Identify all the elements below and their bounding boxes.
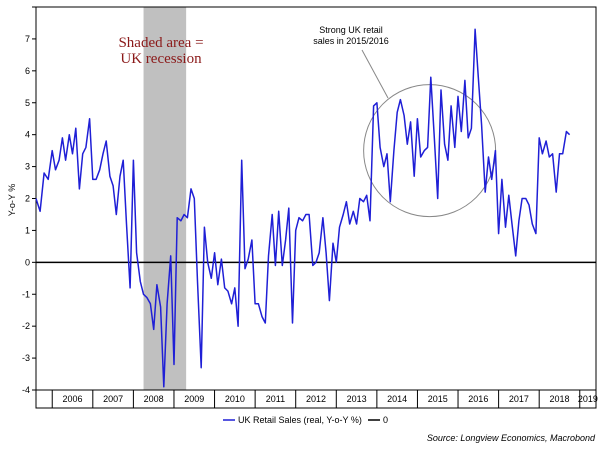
y-tick-label: -2 [22,321,30,331]
legend-label-zero: 0 [383,415,388,425]
plot-area: -4 -3 -2 -1 0 1 2 3 4 5 6 7 2006 2007 2008 2009 2010 2011… [22,6,598,409]
recession-annotation: Shaded area = UK recession [118,35,203,67]
recession-note-line2: UK recession [120,51,202,67]
callout-annotation: Strong UK retail sales in 2015/2016 [313,25,389,46]
x-tick-label: 2015 [428,394,448,404]
y-tick-label: -3 [22,353,30,363]
recession-shading [143,7,187,390]
callout-line1: Strong UK retail [319,25,383,35]
y-tick-label: -4 [22,385,30,395]
plot-frame [35,6,597,409]
callout-line2: sales in 2015/2016 [313,36,389,46]
source-note: Source: Longview Economics, Macrobond [427,433,596,443]
x-tick-label: 2019 [578,394,598,404]
y-axis-title: Y-o-Y % [7,184,17,217]
y-tick-label: 5 [25,98,30,108]
x-tick-label: 2018 [549,394,569,404]
x-tick-label: 2017 [509,394,529,404]
y-tick-label: 6 [25,66,30,76]
callout-pointer [361,49,389,99]
x-tick-label: 2008 [144,394,164,404]
x-tick-label: 2011 [266,394,285,404]
x-tick-label: 2013 [347,394,367,404]
x-tick-label: 2007 [103,394,123,404]
x-tick-label: 2016 [468,394,488,404]
y-tick-label: 4 [25,130,30,140]
legend: UK Retail Sales (real, Y-o-Y %) 0 [223,415,388,425]
series-line-retail-sales [35,28,571,388]
y-tick-label: 3 [25,162,30,172]
y-tick-label: -1 [22,289,30,299]
x-tick-label: 2012 [306,394,326,404]
recession-note-line1: Shaded area = [118,35,203,51]
x-tick-label: 2009 [184,394,204,404]
x-tick-label: 2014 [387,394,407,404]
x-tick-label: 2006 [63,394,83,404]
x-tick-label: 2010 [225,394,245,404]
y-tick-label: 2 [25,194,30,204]
legend-label-retail: UK Retail Sales (real, Y-o-Y %) [238,415,362,425]
y-tick-label: 0 [25,257,30,267]
y-tick-label: 7 [25,34,30,44]
y-tick-label: 1 [25,225,30,235]
